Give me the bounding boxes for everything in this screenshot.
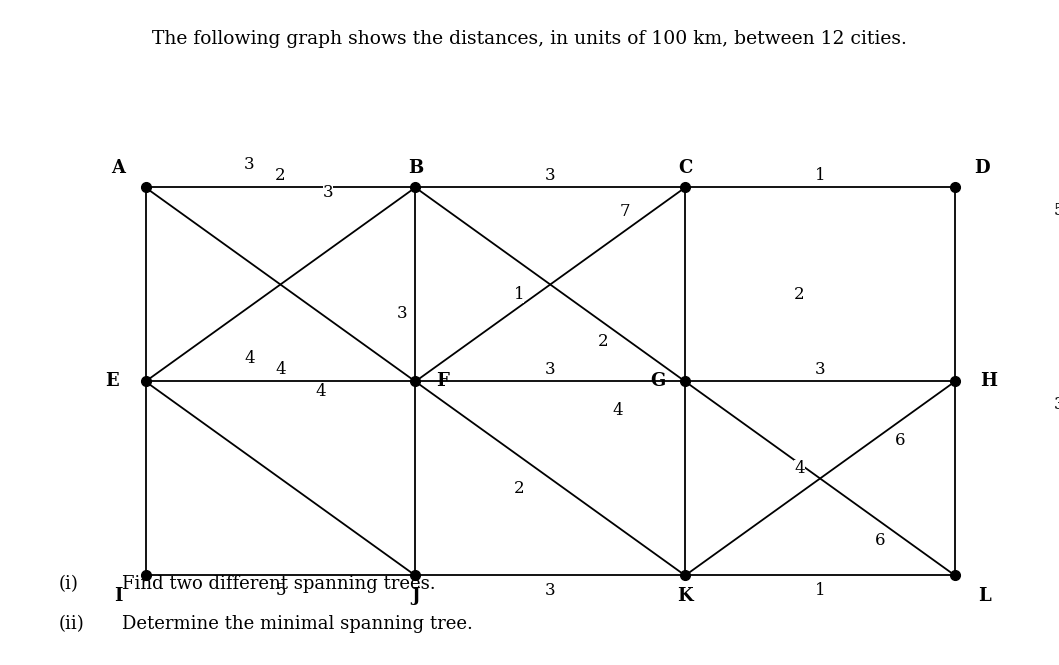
Text: 3: 3 [1054,396,1059,413]
Text: 1: 1 [514,286,524,303]
Text: 6: 6 [875,533,885,549]
Text: 4: 4 [275,361,286,378]
Text: E: E [106,372,119,390]
Text: C: C [678,159,693,177]
Text: 2: 2 [275,167,286,184]
Text: K: K [678,587,693,605]
Text: J: J [411,587,419,605]
Text: 7: 7 [620,203,630,220]
Text: 4: 4 [244,350,254,366]
Text: 2: 2 [514,479,524,497]
Text: B: B [408,159,423,177]
Text: (ii): (ii) [58,615,84,633]
Text: 4: 4 [612,402,623,419]
Text: (i): (i) [58,575,78,593]
Text: H: H [980,372,997,390]
Text: Find two different spanning trees.: Find two different spanning trees. [122,575,435,593]
Text: 2: 2 [597,333,608,350]
Text: 5: 5 [275,582,286,599]
Text: A: A [111,159,126,177]
Text: The following graph shows the distances, in units of 100 km, between 12 cities.: The following graph shows the distances,… [152,30,907,48]
Text: 3: 3 [323,184,334,201]
Text: 3: 3 [545,361,556,378]
Text: 3: 3 [545,167,556,184]
Text: 2: 2 [794,286,805,303]
Text: L: L [977,587,990,605]
Text: 3: 3 [814,361,825,378]
Text: 1: 1 [814,167,825,184]
Text: F: F [436,372,449,390]
Text: D: D [974,159,990,177]
Text: G: G [650,372,666,390]
Text: 3: 3 [545,582,556,599]
Text: I: I [114,587,123,605]
Text: 1: 1 [814,582,825,599]
Text: 6: 6 [895,432,904,449]
Text: 4: 4 [794,460,805,477]
Text: 5: 5 [1054,202,1059,219]
Text: Determine the minimal spanning tree.: Determine the minimal spanning tree. [122,615,472,633]
Text: 3: 3 [396,305,407,322]
Text: 3: 3 [244,156,254,173]
Text: 4: 4 [316,383,326,400]
